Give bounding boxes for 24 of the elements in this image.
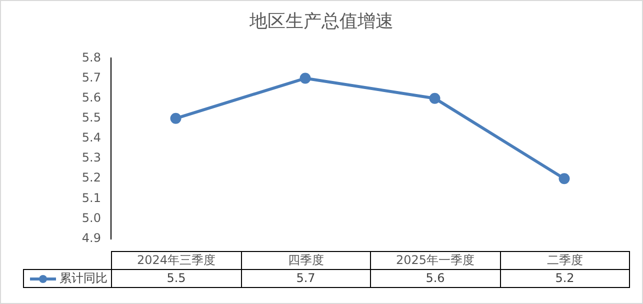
y-tick-label: 5.6	[82, 90, 101, 104]
data-label: 5.5	[111, 269, 242, 288]
legend-label: 累计同比	[60, 271, 108, 285]
y-tick-label: 5.8	[82, 50, 101, 64]
x-tick-label: 2024年三季度	[111, 251, 242, 270]
y-tick-label: 5.1	[82, 190, 101, 205]
y-tick-label: 4.9	[82, 230, 101, 245]
data-label: 5.6	[370, 269, 500, 288]
point	[300, 72, 311, 84]
y-tick-label: 5.4	[82, 130, 101, 145]
chart-title: 地区生产总值增速	[248, 10, 394, 33]
data-label: 5.7	[240, 269, 371, 288]
y-tick-label: 5.5	[82, 110, 101, 125]
y-tick-label: 5.3	[82, 150, 101, 165]
point	[170, 112, 182, 124]
point	[429, 92, 440, 104]
data-label: 5.2	[500, 269, 630, 288]
y-tick-label: 5.0	[82, 210, 101, 225]
x-tick-label: 二季度	[500, 251, 630, 270]
x-tick-label: 2025年一季度	[370, 251, 500, 270]
y-tick-label: 5.7	[82, 70, 101, 84]
x-tick-label: 四季度	[240, 251, 371, 270]
y-tick-label: 5.2	[82, 170, 101, 185]
point	[558, 173, 570, 184]
